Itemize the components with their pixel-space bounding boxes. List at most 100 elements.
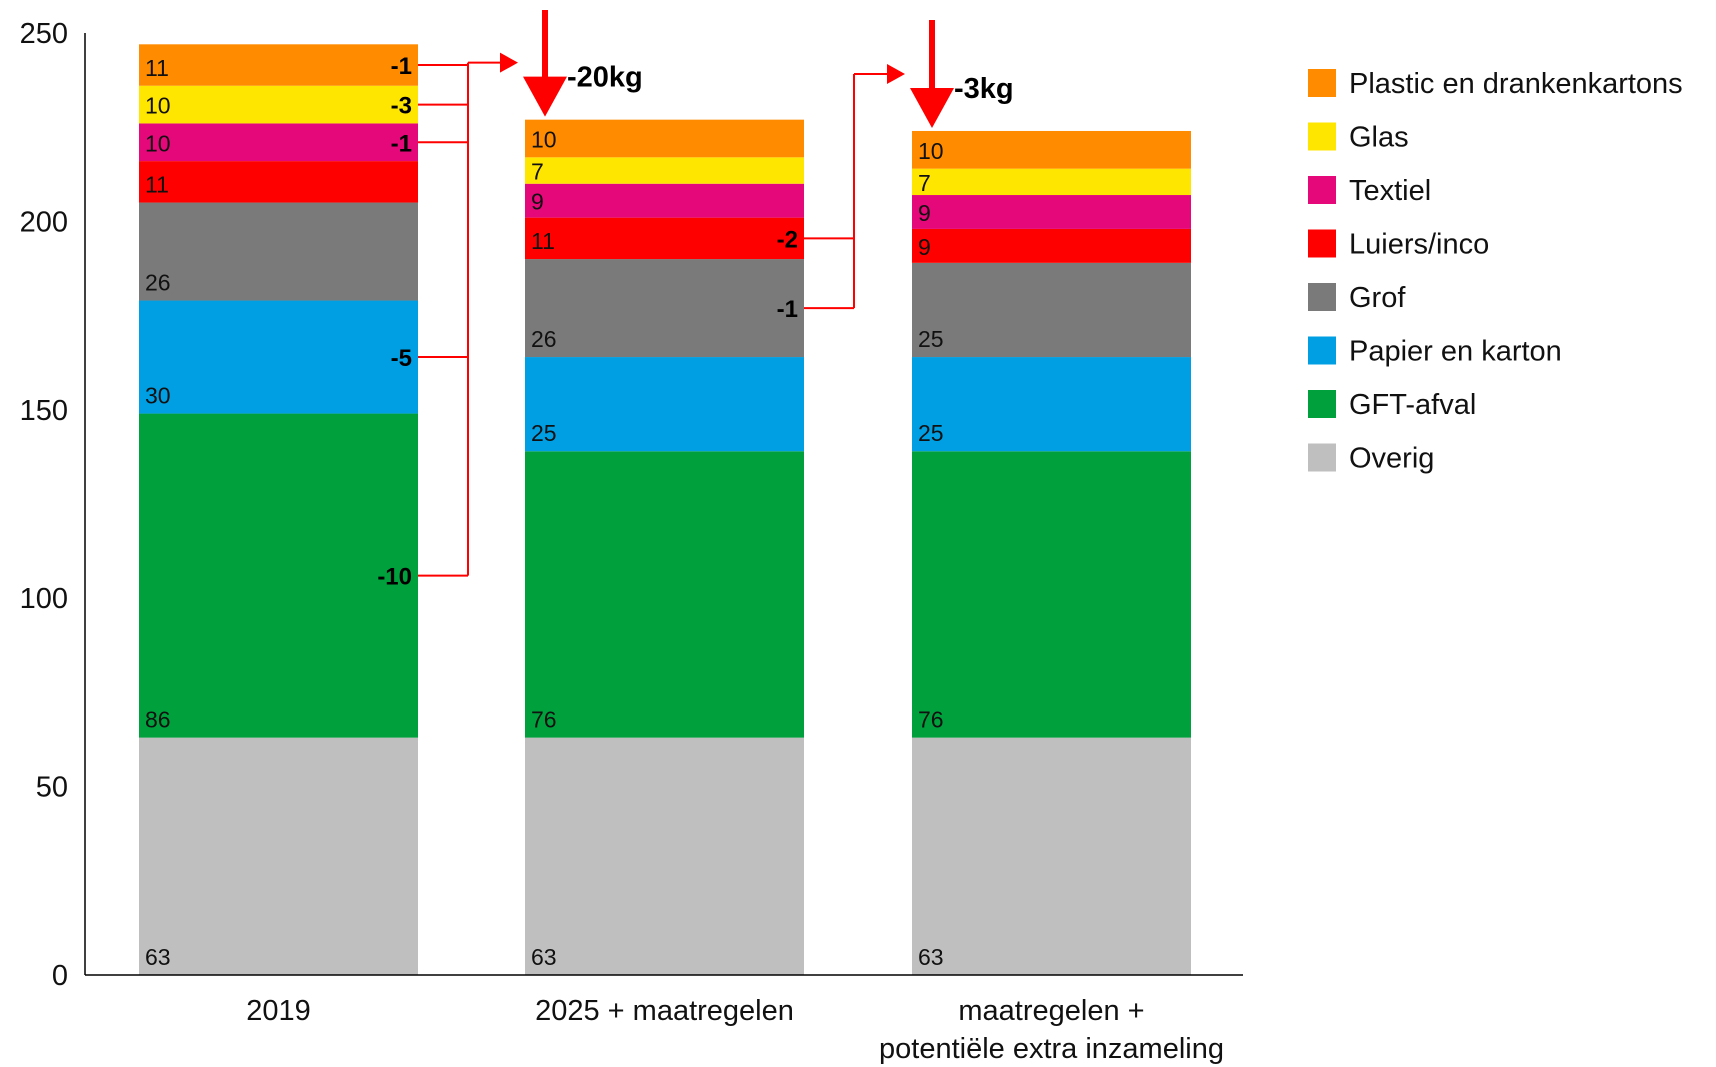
bar-segment-overig	[525, 737, 804, 975]
x-category-label-line: maatregelen +	[958, 995, 1144, 1027]
bar-segment-plastic-en-drankenkartons	[139, 44, 418, 86]
segment-value-label: 9	[918, 200, 931, 226]
y-tick-label: 250	[20, 18, 68, 50]
legend-label: Papier en karton	[1349, 336, 1562, 368]
total-change-label: -20kg	[567, 62, 643, 94]
legend-item-papier-en-karton: Papier en karton	[1308, 336, 1562, 368]
x-category-label-line: 2019	[246, 995, 311, 1027]
segment-value-label: 11	[145, 172, 169, 198]
total-arrow-head	[910, 87, 954, 128]
segment-value-label: 76	[531, 707, 557, 733]
delta-label-glas: -3	[391, 93, 412, 120]
bar-1	[139, 44, 418, 975]
legend-item-grof: Grof	[1308, 282, 1406, 314]
bar-segment-glas	[912, 168, 1191, 196]
segment-value-label: 63	[918, 944, 944, 970]
annotations-layer: -1 -3 -1 -5 -10 -20kg -2 -1 -3kg	[377, 10, 1014, 591]
bar-segment-overig	[912, 737, 1191, 975]
legend-item-gft-afval: GFT-afval	[1308, 389, 1476, 421]
total-change-label: -3kg	[954, 73, 1014, 105]
legend-label: GFT-afval	[1349, 389, 1476, 421]
segment-value-label: 7	[918, 170, 931, 196]
legend: Plastic en drankenkartons Glas Textiel Luie…	[1308, 68, 1683, 475]
bar-segment-luiers-inco	[139, 161, 418, 203]
bar-segment-gft-afval	[912, 451, 1191, 738]
bar-segment-glas	[139, 85, 418, 124]
legend-label: Luiers/inco	[1349, 229, 1489, 261]
legend-swatch	[1308, 69, 1336, 97]
legend-label: Grof	[1349, 282, 1406, 314]
segment-value-label: 10	[145, 130, 171, 156]
change-group-1: -1 -3 -1 -5 -10 -20kg	[377, 10, 643, 591]
y-tick-label: 100	[20, 583, 68, 615]
axes-layer: 0 50 100 150 200 250 2019 2025 + maatregelen maa…	[20, 18, 1243, 1065]
bar-3	[912, 130, 1191, 975]
delta-label-textiel: -1	[391, 130, 412, 157]
segment-value-label: 26	[531, 326, 557, 352]
legend-swatch	[1308, 122, 1336, 151]
segment-value-label: 11	[145, 55, 169, 81]
legend-label: Glas	[1349, 122, 1409, 154]
segment-value-label: 25	[918, 326, 944, 352]
bar-segment-gft-afval	[525, 451, 804, 738]
segment-value-label: 9	[531, 189, 544, 215]
legend-swatch	[1308, 443, 1336, 472]
bar-segment-grof	[525, 259, 804, 358]
segment-value-label: 63	[145, 944, 171, 970]
bar-segment-overig	[139, 737, 418, 975]
legend-item-textiel: Textiel	[1308, 175, 1431, 207]
bar-segment-papier-en-karton	[139, 300, 418, 414]
segment-value-label: 10	[918, 138, 944, 164]
segment-value-label: 10	[145, 93, 171, 119]
legend-swatch	[1308, 390, 1336, 418]
x-category-label: maatregelen + potentiële extra inzameling	[879, 995, 1224, 1065]
connector-arrowhead	[500, 52, 518, 73]
bar-segment-textiel	[912, 195, 1191, 229]
bar-segment-textiel	[525, 183, 804, 218]
segment-value-label: 10	[531, 127, 557, 153]
bar-segment-luiers-inco	[912, 228, 1191, 263]
x-category-label-line: 2025 + maatregelen	[535, 995, 794, 1027]
bar-segment-glas	[525, 157, 804, 184]
y-tick-label: 50	[36, 772, 68, 804]
y-tick-label: 150	[20, 395, 68, 427]
legend-item-overig: Overig	[1308, 443, 1434, 475]
segment-value-label: 25	[531, 420, 557, 446]
segment-value-label: 11	[531, 228, 555, 254]
delta-label-luiers-inco: -2	[777, 226, 798, 253]
y-tick-label: 200	[20, 206, 68, 238]
x-category-label: 2019	[246, 995, 311, 1027]
change-group-2: -2 -1 -3kg	[777, 20, 1014, 323]
bar-segment-papier-en-karton	[525, 357, 804, 452]
bar-segment-plastic-en-drankenkartons	[525, 119, 804, 158]
segment-value-label: 63	[531, 944, 557, 970]
segment-value-label: 76	[918, 707, 944, 733]
segment-value-label: 7	[531, 159, 544, 185]
legend-swatch	[1308, 336, 1336, 365]
legend-swatch	[1308, 283, 1336, 311]
delta-label-plastic-en-drankenkartons: -1	[391, 53, 412, 80]
segment-value-label: 86	[145, 707, 171, 733]
bar-segment-gft-afval	[139, 413, 418, 738]
legend-label: Textiel	[1349, 175, 1431, 207]
bar-segment-luiers-inco	[525, 217, 804, 260]
bar-segment-grof	[912, 262, 1191, 358]
legend-label: Overig	[1349, 443, 1434, 475]
delta-label-gft-afval: -10	[377, 564, 412, 591]
delta-label-grof: -1	[777, 296, 798, 323]
segment-value-label: 25	[918, 420, 944, 446]
delta-label-papier-en-karton: -5	[391, 345, 412, 372]
legend-item-plastic-en-drankenkartons: Plastic en drankenkartons	[1308, 68, 1683, 100]
legend-swatch	[1308, 176, 1336, 204]
legend-item-glas: Glas	[1308, 122, 1409, 154]
connector-arrowhead	[887, 63, 905, 84]
legend-item-luiers-inco: Luiers/inco	[1308, 229, 1489, 261]
segment-value-label: 9	[918, 234, 931, 260]
bar-segment-textiel	[139, 123, 418, 162]
y-tick-label: 0	[52, 960, 68, 992]
bar-segment-plastic-en-drankenkartons	[912, 130, 1191, 169]
total-arrow-head	[523, 76, 567, 117]
legend-swatch	[1308, 229, 1336, 258]
x-category-label-line: potentiële extra inzameling	[879, 1033, 1224, 1065]
